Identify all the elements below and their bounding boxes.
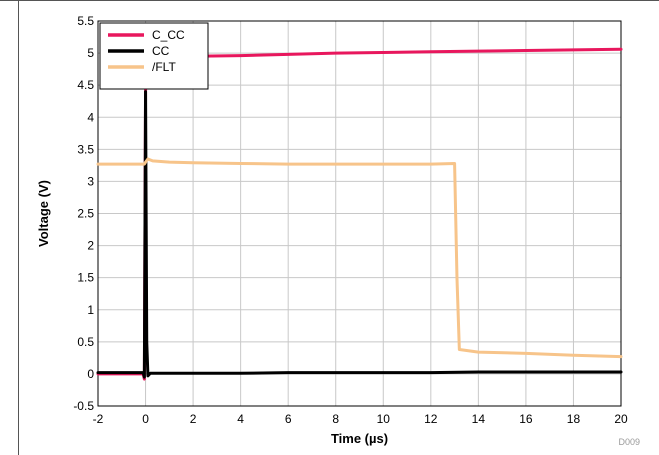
y-tick-label: 5.5 <box>77 14 94 28</box>
y-tick-label: -0.5 <box>73 399 94 413</box>
y-tick-label: 4.5 <box>77 78 94 92</box>
x-tick-label: 18 <box>567 412 581 426</box>
x-tick-label: 10 <box>377 412 391 426</box>
x-tick-label: 16 <box>519 412 533 426</box>
x-tick-label: -2 <box>93 412 104 426</box>
legend-label: C_CC <box>152 28 185 42</box>
y-tick-label: 1 <box>87 303 94 317</box>
y-tick-label: 0 <box>87 367 94 381</box>
tick-labels: -2 0 2 4 6 8 10 12 14 16 18 20 -0.5 0 0.5 1 1.5 2 2.5 3 3.5 4… <box>73 14 628 426</box>
x-tick-label: 0 <box>142 412 149 426</box>
y-tick-label: 0.5 <box>77 335 94 349</box>
legend-label: /FLT <box>152 60 176 74</box>
y-tick-label: 5 <box>87 46 94 60</box>
y-tick-label: 3 <box>87 174 94 188</box>
series-line-ccc <box>96 47 623 381</box>
x-tick-label: 8 <box>332 412 339 426</box>
x-tick-label: 14 <box>472 412 486 426</box>
x-tick-label: 20 <box>614 412 628 426</box>
y-axis-title: Voltage (V) <box>36 180 51 247</box>
legend-label: CC <box>152 44 170 58</box>
y-tick-label: 3.5 <box>77 142 94 156</box>
figure-code-label: D009 <box>618 437 640 447</box>
series-line-cc <box>96 90 623 379</box>
x-tick-label: 6 <box>285 412 292 426</box>
plot-area-border <box>97 20 622 407</box>
y-tick-label: 2.5 <box>77 207 94 221</box>
y-tick-label: 4 <box>87 110 94 124</box>
y-tick-label: 1.5 <box>77 271 94 285</box>
series-line-flt <box>96 157 623 359</box>
chart-series <box>96 47 623 381</box>
y-tick-label: 2 <box>87 239 94 253</box>
plot-border <box>97 20 622 407</box>
x-tick-label: 2 <box>190 412 197 426</box>
x-tick-label: 4 <box>237 412 244 426</box>
x-axis-title: Time (µs) <box>331 431 388 446</box>
legend: C_CC CC/FLT <box>99 22 209 90</box>
x-tick-label: 12 <box>424 412 438 426</box>
